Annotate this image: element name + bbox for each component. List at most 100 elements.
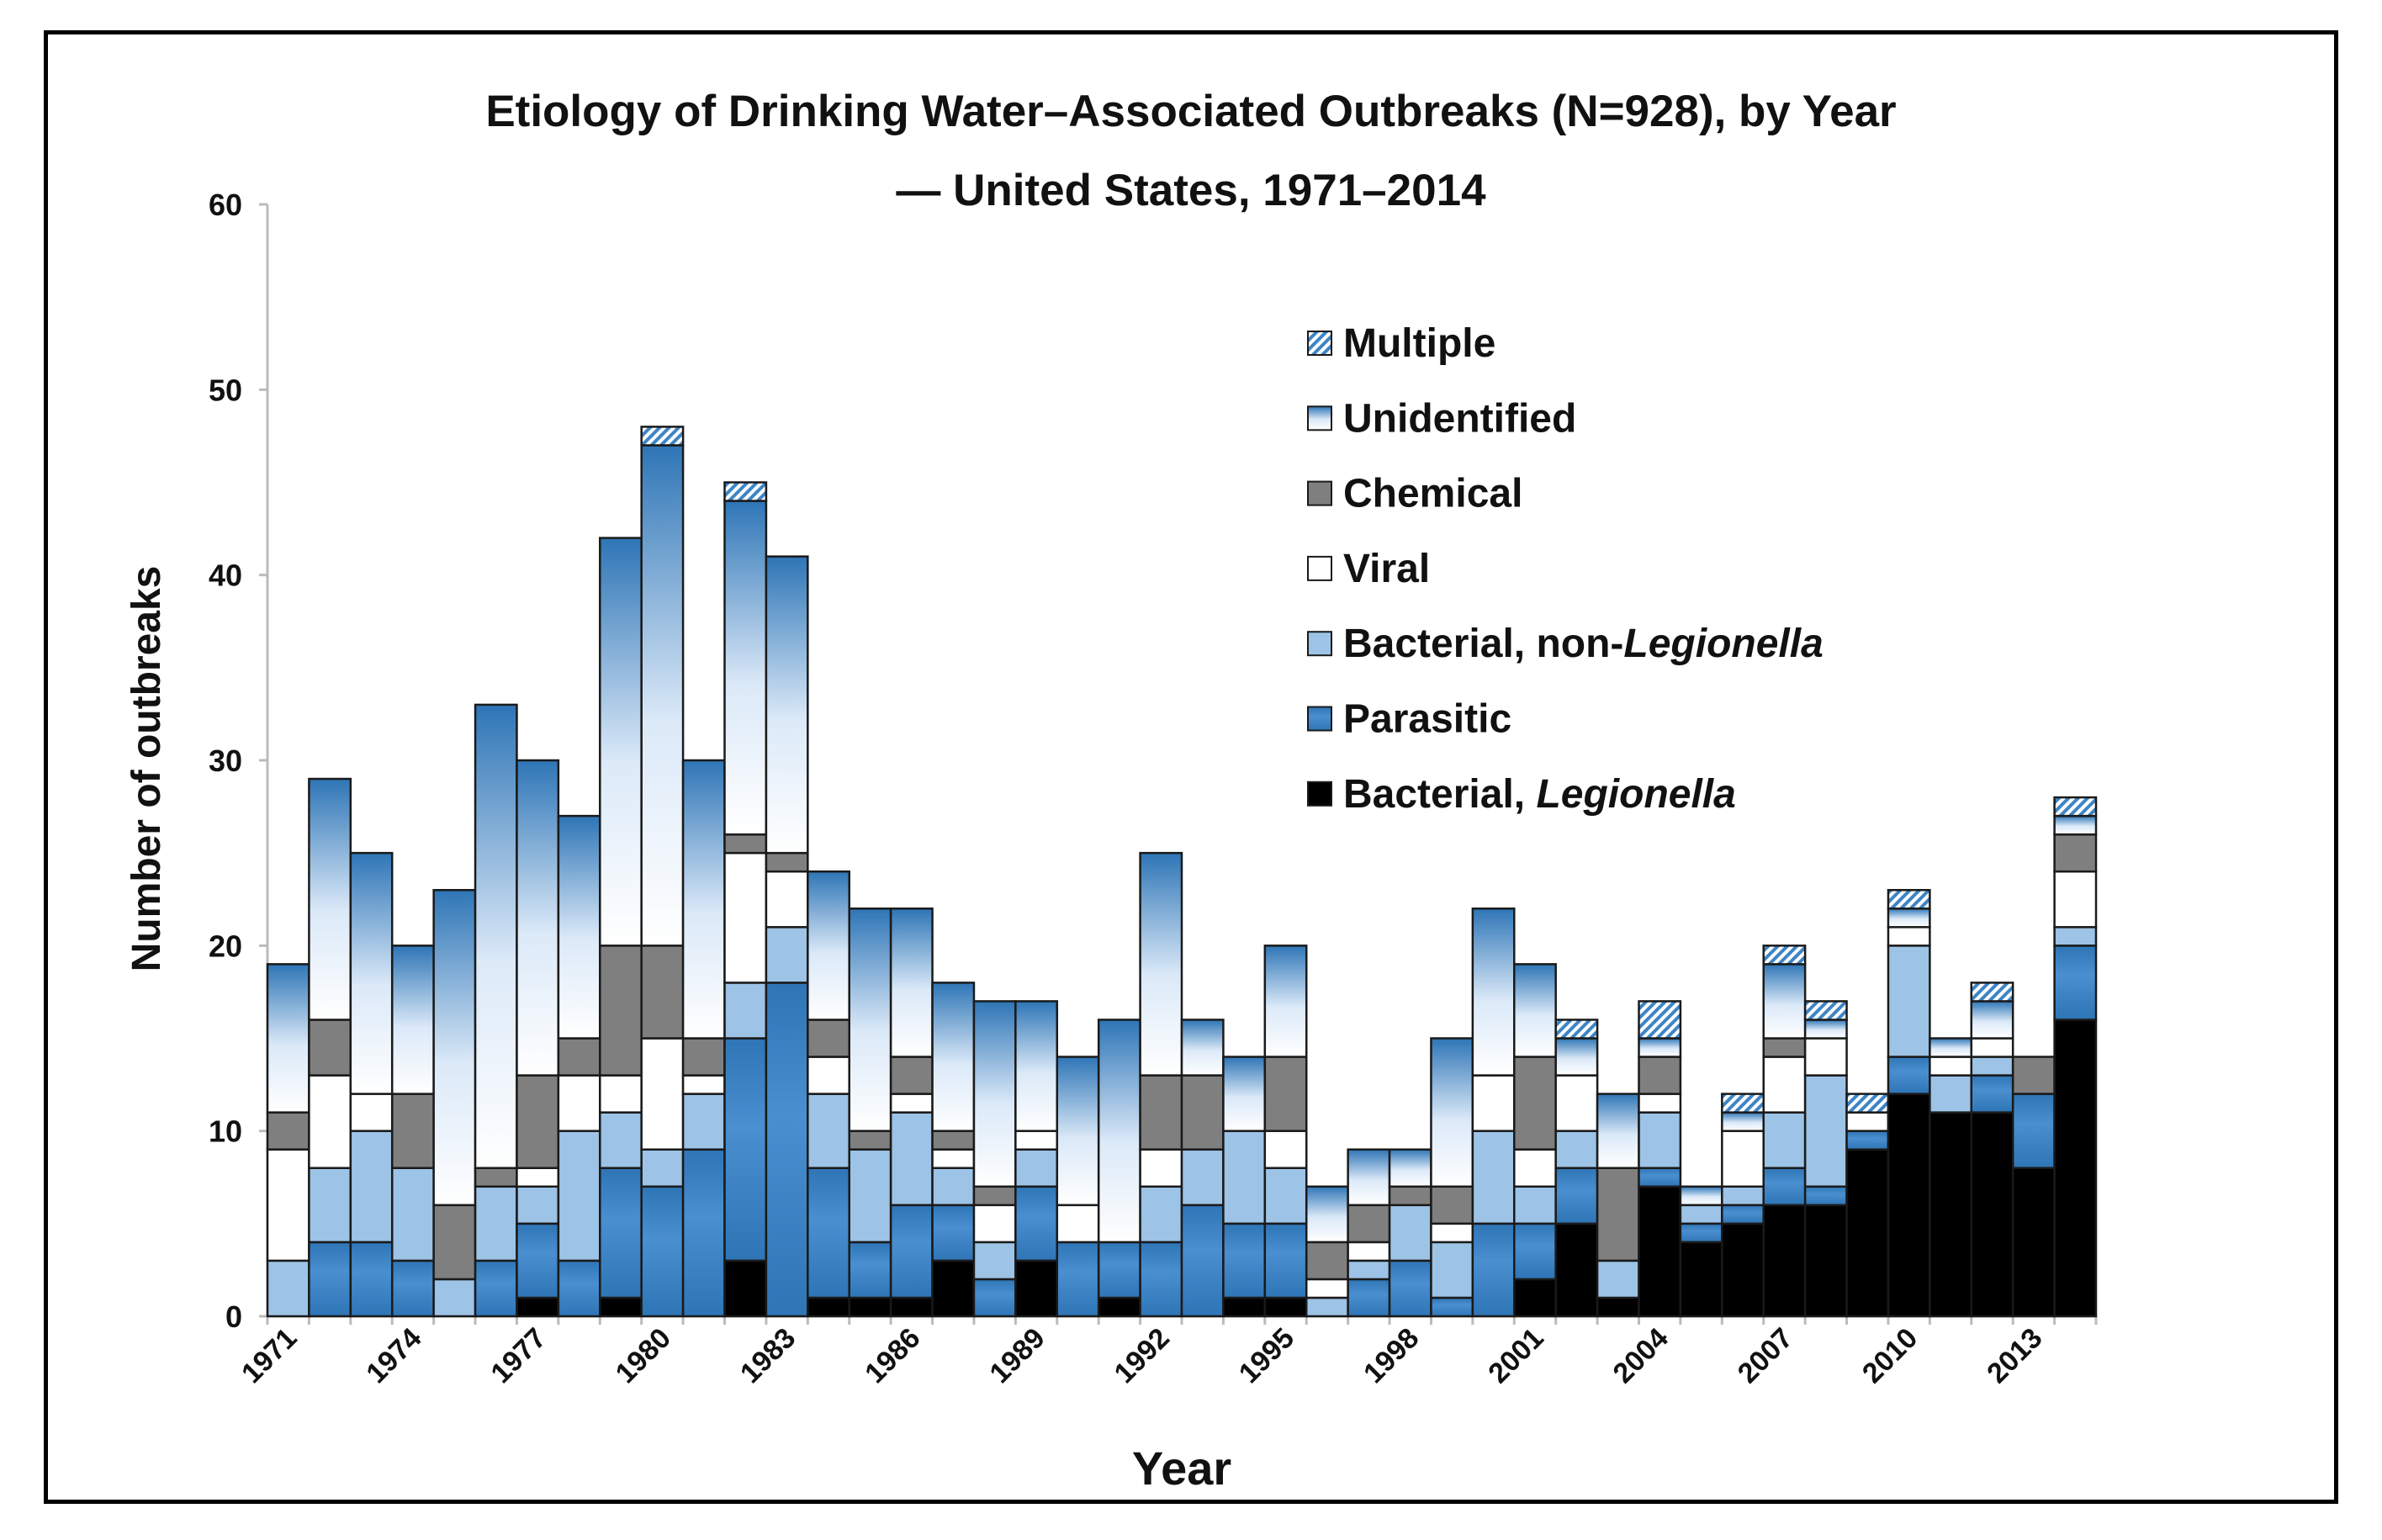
bar-segment-bacterial-legionella-2013 [2011,1167,2056,1318]
bar-segment-parasitic-2012 [1970,1074,2014,1114]
bar-segment-viral-1973 [349,1093,394,1132]
bar-segment-unidentified-2006 [1721,1111,1765,1132]
bar-segment-chemical-1974 [390,1093,435,1169]
bar-segment-multiple-2012 [1970,982,2014,1003]
bar-segment-unidentified-1987 [931,982,976,1132]
bar-segment-bacterial-non-legionella-1984 [807,1093,850,1169]
x-tick-label: 1998 [1358,1322,1425,1389]
legend-swatch-unidentified [1307,405,1332,431]
bar-segment-chemical-1998 [1388,1185,1432,1207]
bar-segment-bacterial-non-legionella-1976 [474,1185,518,1262]
bar-segment-parasitic-1998 [1388,1259,1432,1318]
x-tick-label: 1971 [236,1322,303,1389]
bar-segment-unidentified-1976 [474,703,518,1169]
bar-segment-viral-1978 [557,1074,601,1132]
bar-segment-bacterial-non-legionella-2000 [1471,1130,1516,1225]
bar-segment-parasitic-1983 [765,982,809,1318]
bar-segment-multiple-2010 [1887,888,1931,910]
bar-segment-parasitic-1972 [308,1241,352,1318]
bar-segment-viral-1988 [972,1204,1017,1244]
x-tick-label: 2010 [1856,1322,1924,1389]
bar-segment-viral-1997 [1347,1241,1391,1262]
bar-segment-bacterial-non-legionella-2004 [1638,1111,1682,1169]
bar-segment-bacterial-non-legionella-1986 [889,1111,934,1207]
bar-segment-chemical-1995 [1263,1056,1308,1132]
bar-segment-bacterial-non-legionella-1974 [390,1167,435,1262]
bar-segment-viral-2014 [2053,870,2098,929]
bar-segment-viral-1986 [889,1093,934,1114]
x-tick-label: 1980 [610,1322,677,1389]
y-tick-label: 40 [209,558,242,593]
bar-segment-bacterial-non-legionella-1978 [557,1130,601,1262]
bar-segment-unidentified-1983 [765,555,809,855]
bar-segment-bacterial-non-legionella-2003 [1596,1259,1640,1299]
bar-segment-parasitic-1973 [349,1241,394,1318]
bar-segment-chemical-1996 [1305,1241,1349,1281]
bar-segment-unidentified-1977 [516,759,560,1077]
bar-segment-bacterial-legionella-2008 [1803,1204,1848,1318]
bar-segment-viral-1981 [681,1074,726,1095]
bar-segment-bacterial-legionella-2011 [1929,1111,1973,1318]
bar-segment-multiple-2007 [1762,945,1807,966]
bar-segment-chemical-1981 [681,1037,726,1077]
bar-segment-viral-1972 [308,1074,352,1169]
legend-swatch-chemical [1307,480,1332,506]
bar-segment-viral-1980 [640,1037,685,1151]
bar-segment-chemical-1980 [640,945,685,1040]
legend-label-chemical: Chemical [1343,472,1522,516]
bar-segment-parasitic-1990 [1056,1241,1100,1318]
x-tick-label: 2004 [1607,1322,1675,1389]
bar-segment-parasitic-1978 [557,1259,601,1318]
bar-segment-chemical-1971 [266,1111,310,1151]
bar-segment-unidentified-2004 [1638,1037,1682,1058]
legend-swatch-bacterial-non-legionella [1307,631,1332,657]
bar-segment-unidentified-1979 [599,537,643,947]
bar-segment-chemical-1985 [848,1130,892,1151]
bar-segment-parasitic-1999 [1430,1296,1474,1318]
bar-segment-viral-2000 [1471,1074,1516,1132]
bar-segment-viral-1982 [723,851,768,984]
bar-segment-parasitic-2010 [1887,1056,1931,1095]
bar-segment-bacterial-non-legionella-1992 [1139,1185,1183,1244]
bar-segment-parasitic-1995 [1263,1222,1308,1299]
bar-segment-bacterial-non-legionella-1997 [1347,1259,1391,1281]
bar-segment-chemical-1997 [1347,1204,1391,1244]
bar-segment-parasitic-2009 [1845,1130,1890,1151]
legend-swatch-bacterial-legionella [1307,781,1332,807]
bar-segment-parasitic-2014 [2053,945,2098,1021]
bar-segment-parasitic-1997 [1347,1278,1391,1318]
bar-segment-parasitic-1979 [599,1167,643,1299]
bar-segment-viral-1977 [516,1167,560,1188]
x-tick-label: 1986 [859,1322,926,1389]
bar-segment-viral-2012 [1970,1037,2014,1058]
bar-segment-unidentified-2008 [1803,1019,1848,1040]
y-tick-label: 0 [225,1299,242,1334]
bar-segment-bacterial-legionella-1986 [889,1296,934,1318]
bar-segment-unidentified-1994 [1222,1056,1267,1132]
bar-segment-multiple-2008 [1803,1000,1848,1021]
bar-segment-unidentified-1982 [723,500,768,836]
bar-segment-parasitic-2013 [2011,1093,2056,1169]
bar-segment-bacterial-non-legionella-1996 [1305,1296,1349,1318]
bar-segment-bacterial-non-legionella-1993 [1180,1148,1225,1207]
bar-segment-chemical-2004 [1638,1056,1682,1095]
bar-segment-bacterial-non-legionella-1989 [1014,1148,1059,1188]
bar-segment-unidentified-1989 [1014,1000,1059,1132]
bar-segment-viral-1984 [807,1056,850,1095]
bar-segment-bacterial-non-legionella-1971 [266,1259,310,1318]
legend-label-multiple: Multiple [1343,321,1495,366]
bar-segment-parasitic-2002 [1554,1167,1599,1225]
bar-segment-bacterial-non-legionella-2014 [2053,926,2098,947]
bar-segment-bacterial-non-legionella-1972 [308,1167,352,1244]
bar-segment-unidentified-2000 [1471,908,1516,1077]
bar-segment-multiple-2014 [2053,796,2098,818]
bar-segment-chemical-1978 [557,1037,601,1077]
bar-segment-bacterial-legionella-1994 [1222,1296,1267,1318]
bar-segment-unidentified-2002 [1554,1037,1599,1077]
bar-segment-chemical-1993 [1180,1074,1225,1151]
bar-segment-bacterial-legionella-1987 [931,1259,976,1318]
bar-segment-viral-2001 [1513,1148,1557,1188]
y-axis-label: Number of outbreaks [124,566,169,972]
bar-segment-bacterial-non-legionella-2007 [1762,1111,1807,1169]
